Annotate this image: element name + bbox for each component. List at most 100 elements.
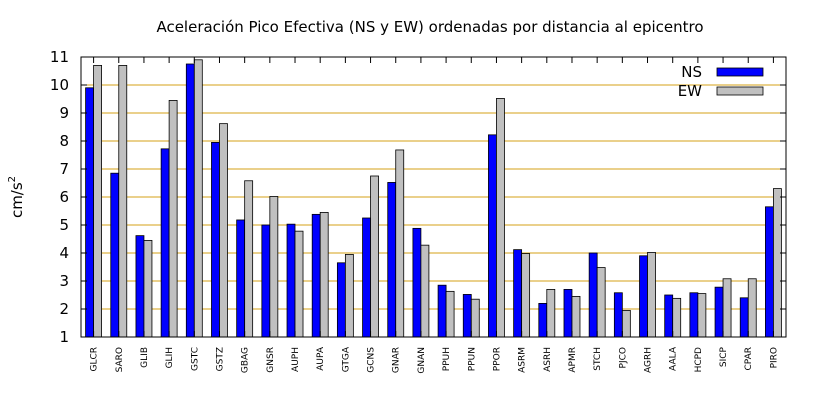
x-tick-label: STCH — [593, 347, 603, 371]
bar-ns-gstc — [185, 63, 195, 338]
bar-ns-gnan — [412, 227, 422, 338]
y-tick-label: 2 — [59, 300, 69, 318]
bar-ew-glih — [168, 100, 178, 338]
x-tick-label: AUPA — [316, 346, 326, 371]
bar-ew-gstc — [193, 59, 203, 338]
x-tick-label: CPAR — [744, 347, 754, 371]
x-tick-label: GNSR — [266, 347, 276, 373]
bar-ew-stch — [596, 267, 606, 338]
y-tick-label: 5 — [59, 216, 69, 234]
bar-ns-glcr — [85, 87, 94, 338]
x-tick-label: GNAN — [417, 347, 427, 374]
y-tick-label: 6 — [59, 188, 69, 206]
bar-ns-apmr — [563, 288, 573, 338]
x-tick-label: SICP — [719, 346, 729, 367]
x-axis-ticks: GLCR SARO GLIB GLIH GSTC GSTZ GBAG GNSR AUPH AUPA… — [90, 57, 779, 374]
x-tick-label: GSTC — [190, 347, 200, 371]
bar-ns-auph — [286, 223, 296, 338]
x-tick-label: HCPD — [694, 347, 704, 372]
bar-ew-piro — [773, 188, 782, 338]
bar-ew-gtga — [344, 253, 354, 338]
x-tick-label: GLCR — [90, 347, 100, 372]
x-tick-label: GBAG — [241, 347, 251, 373]
y-tick-label: 11 — [50, 48, 69, 66]
y-tick-label: 8 — [59, 132, 69, 150]
bar-ns-cpar — [739, 297, 749, 338]
x-tick-label: SARO — [115, 347, 125, 372]
bar-ew-auph — [294, 230, 304, 338]
legend-swatch-ns — [716, 67, 764, 77]
bar-ns-asrh — [538, 302, 548, 338]
x-tick-label: GSTZ — [215, 347, 225, 371]
x-tick-label: AGRH — [644, 347, 654, 373]
bar-ns-aala — [664, 294, 674, 338]
x-tick-label: AUPH — [291, 347, 301, 372]
bar-ew-gbag — [244, 180, 254, 338]
bar-ew-aupa — [319, 211, 329, 338]
bar-ew-asrm — [521, 253, 531, 338]
bar-ns-hcpd — [689, 292, 699, 338]
legend-label-ew: EW — [678, 82, 702, 100]
bar-ns-ppun — [462, 294, 472, 338]
bar-ns-agrh — [639, 255, 648, 338]
bar-ns-aupa — [311, 213, 321, 338]
legend-swatch-ew — [716, 86, 764, 96]
x-tick-label: GNAR — [392, 347, 402, 373]
bar-ns-stch — [588, 252, 598, 338]
bar-ns-gstz — [211, 141, 220, 338]
bar-ew-asrh — [546, 288, 556, 338]
bar-ns-ppor — [488, 134, 497, 338]
y-axis-label-unit: cm/s — [8, 182, 26, 218]
bar-ew-cpar — [747, 278, 757, 338]
x-tick-label: PJCO — [618, 347, 628, 368]
x-tick-label: PIRO — [769, 347, 779, 368]
bar-ew-hcpd — [697, 293, 707, 338]
y-tick-label: 3 — [59, 272, 69, 290]
bar-ns-glih — [160, 148, 170, 338]
bar-ew-glib — [143, 239, 153, 338]
x-tick-label: AALA — [669, 346, 679, 371]
bar-ns-saro — [110, 172, 120, 338]
bar-ew-agrh — [647, 252, 656, 338]
bar-ns-gbag — [236, 219, 246, 338]
y-axis-label: cm/s2 — [7, 176, 26, 218]
y-tick-label: 7 — [59, 160, 69, 178]
x-tick-label: GLIB — [140, 347, 150, 368]
bar-ew-apmr — [571, 295, 581, 338]
x-tick-label: GTGA — [341, 346, 351, 372]
y-tick-label: 1 — [59, 328, 69, 346]
bar-ew-gnsr — [269, 196, 279, 338]
bar-ew-gstz — [219, 123, 228, 338]
y-tick-label: 4 — [59, 244, 69, 262]
bar-ns-gtga — [336, 262, 346, 338]
bar-ew-saro — [118, 65, 128, 338]
bar-ew-pjco — [621, 309, 631, 338]
bar-ew-gnan — [420, 244, 430, 338]
bar-ns-glib — [135, 235, 145, 338]
bar-ew-ppun — [470, 298, 480, 338]
y-axis-ticks: 1 2 3 4 5 6 7 8 9 10 11 — [50, 48, 786, 346]
x-tick-label: GLIH — [165, 347, 175, 368]
bar-ew-aala — [672, 297, 682, 338]
legend-label-ns: NS — [681, 63, 702, 81]
x-tick-label: ASRM — [518, 347, 528, 373]
bar-ew-gcns — [370, 175, 379, 338]
bar-ns-asrm — [513, 249, 523, 338]
bar-ns-ppuh — [437, 284, 447, 338]
y-axis-label-superscript: 2 — [7, 176, 18, 182]
bar-ns-gnar — [387, 182, 397, 338]
bar-ns-pjco — [613, 292, 623, 338]
x-tick-label: GCNS — [367, 347, 377, 373]
bar-ns-gcns — [362, 217, 371, 338]
chart-title: Aceleración Pico Efectiva (NS y EW) orde… — [156, 18, 703, 36]
x-tick-label: PPOR — [492, 347, 502, 371]
y-tick-label: 9 — [59, 104, 69, 122]
bar-ns-piro — [765, 206, 774, 338]
bar-ew-ppor — [496, 98, 505, 338]
x-tick-label: APMR — [568, 347, 578, 373]
x-tick-label: ASRH — [543, 347, 553, 372]
x-tick-label: PPUN — [467, 347, 477, 371]
bar-ns-gnsr — [261, 224, 271, 338]
